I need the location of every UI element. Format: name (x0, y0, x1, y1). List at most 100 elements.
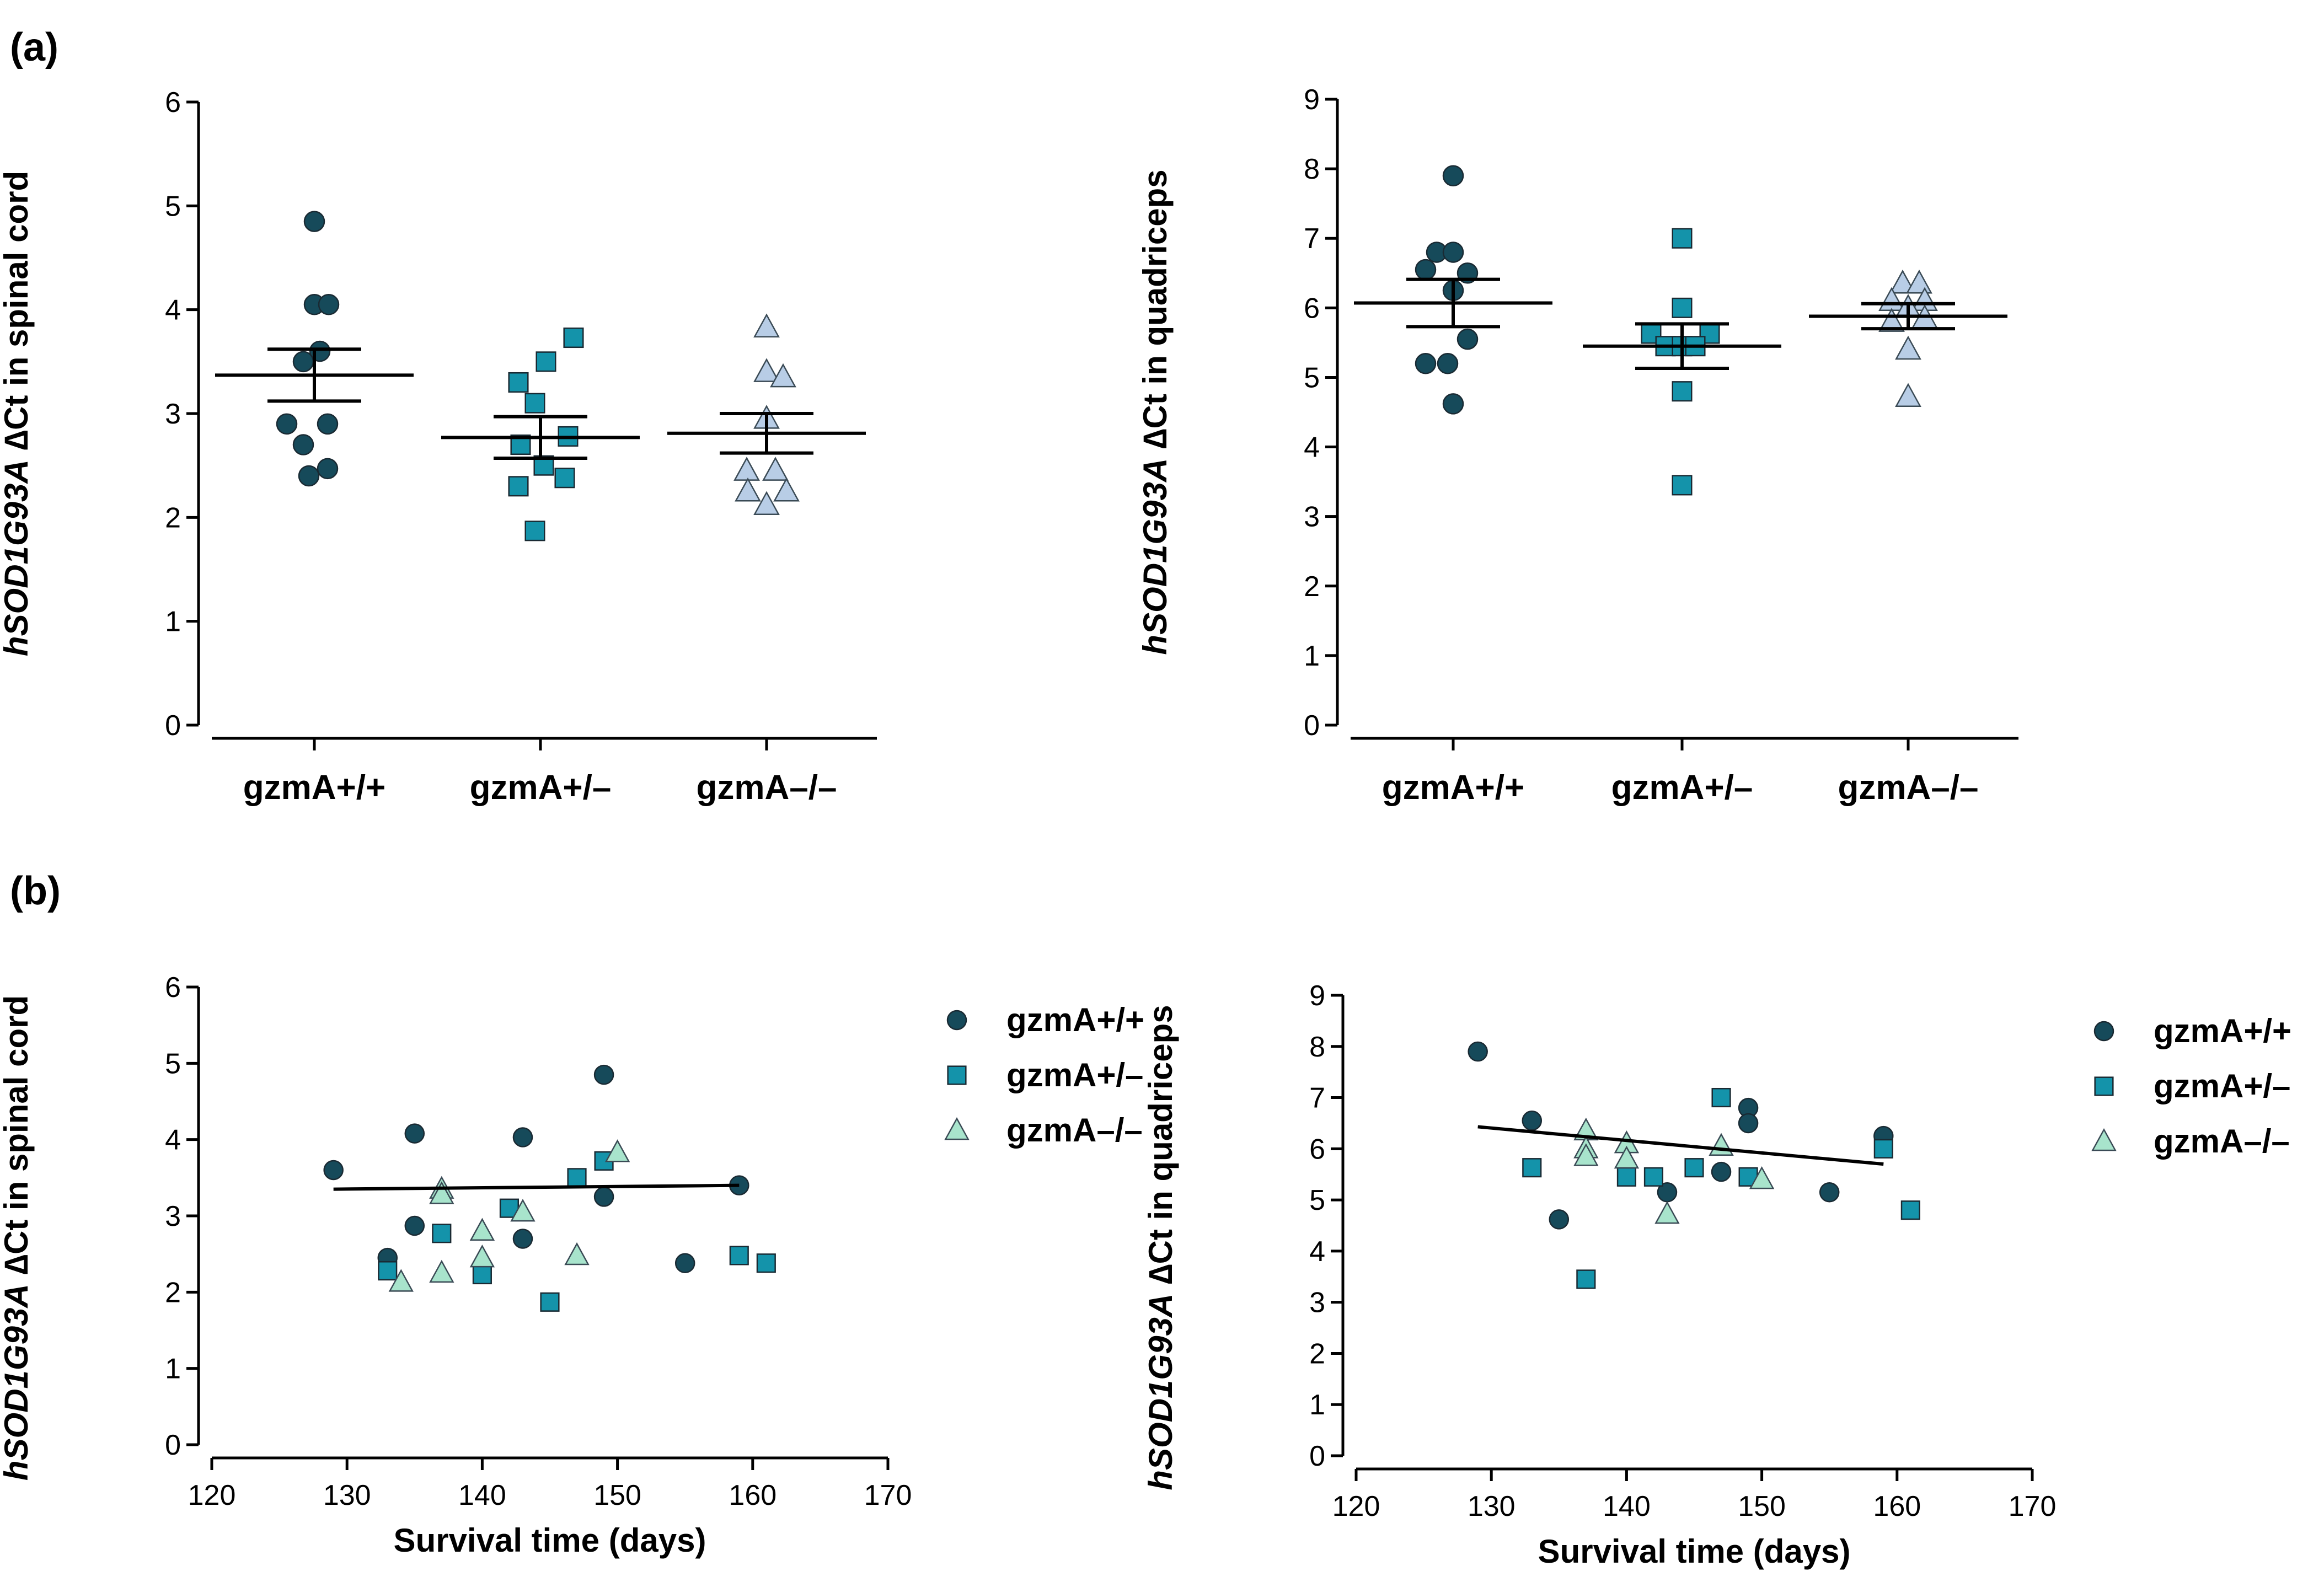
x-tick-label: 140 (1603, 1490, 1651, 1522)
data-point (292, 434, 314, 455)
data-point (1415, 352, 1437, 374)
data-point (773, 477, 800, 502)
y-tick-label: 6 (1304, 292, 1320, 324)
x-tick-label: 170 (864, 1479, 912, 1511)
data-point (1672, 475, 1693, 496)
y-tick-label: 4 (1309, 1236, 1325, 1268)
y-tick-label: 7 (1304, 223, 1320, 255)
data-point (733, 457, 760, 481)
x-category-label: gzmA+/+ (1382, 769, 1524, 807)
y-tick-label: 0 (165, 1429, 181, 1461)
chart-b-quadriceps: 0 1 2 3 4 5 6 7 8 9 120 130 140 150 160 170 Survival tim… (1142, 980, 2291, 1570)
legend-marker (947, 1065, 967, 1085)
data-point (469, 1245, 495, 1268)
y-tick-label: 1 (1309, 1389, 1325, 1421)
data-point (1522, 1158, 1542, 1178)
x-tick-label: 140 (458, 1479, 506, 1511)
y-tick-label: 6 (165, 972, 181, 1004)
x-tick-label: 120 (1332, 1490, 1380, 1522)
y-tick-label: 0 (165, 710, 181, 742)
y-tick-label: 1 (1304, 640, 1320, 672)
data-point (378, 1261, 398, 1281)
x-category-label: gzmA+/– (1611, 769, 1753, 807)
data-point (1437, 352, 1459, 374)
data-point (512, 1127, 533, 1147)
legend-marker (946, 1010, 967, 1031)
x-tick-label: 150 (1738, 1490, 1786, 1522)
data-point (564, 1242, 590, 1265)
data-point (1672, 381, 1693, 402)
data-point (1442, 393, 1464, 415)
x-tick-label: 160 (1873, 1490, 1921, 1522)
data-point (429, 1181, 454, 1204)
data-point (604, 1139, 630, 1162)
data-point (674, 1253, 695, 1274)
data-point (524, 521, 545, 541)
y-tick-label: 2 (1304, 571, 1320, 603)
data-point (770, 363, 796, 388)
legend-marker (2094, 1076, 2114, 1096)
data-point (593, 1064, 614, 1085)
x-category-label: gzmA+/+ (243, 769, 385, 807)
regression-line (333, 1183, 740, 1191)
data-point (510, 1199, 536, 1222)
data-point (1672, 228, 1693, 249)
data-point (1672, 297, 1693, 318)
panel-label-a: (a) (10, 25, 58, 69)
data-point (404, 1215, 425, 1236)
data-point (540, 1292, 560, 1312)
y-tick-label: 4 (165, 294, 181, 326)
data-point (1456, 328, 1479, 350)
x-tick-label: 130 (1468, 1490, 1516, 1522)
y-tick-label: 2 (165, 1277, 181, 1308)
data-point (1614, 1145, 1640, 1169)
data-point (469, 1218, 495, 1241)
y-tick-label: 8 (1304, 153, 1320, 185)
data-point (1468, 1041, 1488, 1062)
data-point (472, 1264, 492, 1285)
y-tick-label: 8 (1309, 1031, 1325, 1063)
data-point (1576, 1269, 1596, 1289)
data-point (762, 457, 789, 481)
legend-label: gzmA+/+ (2154, 1012, 2291, 1049)
data-point (317, 458, 339, 480)
data-point (1711, 1161, 1732, 1182)
regression-line (1477, 1125, 1884, 1166)
data-point (298, 465, 320, 487)
legend-label: gzmA+/– (1006, 1057, 1143, 1093)
y-tick-label: 5 (1309, 1184, 1325, 1216)
data-point (1873, 1139, 1893, 1159)
data-point (735, 477, 761, 502)
y-tick-label: 6 (1309, 1133, 1325, 1165)
data-point (1889, 269, 1916, 294)
data-point (1878, 308, 1905, 332)
y-tick-label: 3 (165, 398, 181, 430)
legend-marker (2091, 1128, 2117, 1151)
y-tick-label: 0 (1309, 1440, 1325, 1472)
data-point (404, 1123, 425, 1144)
y-tick-label: 2 (165, 502, 181, 534)
data-point (388, 1269, 414, 1292)
data-point (1549, 1209, 1570, 1230)
data-point (1654, 1201, 1680, 1224)
data-point (1819, 1182, 1840, 1203)
legend-label: gzmA–/– (2154, 1123, 2290, 1160)
y-axis-title: hSOD1G93A ∆Ct in spinal cord (0, 995, 35, 1481)
legend-marker (944, 1117, 970, 1140)
data-point (1522, 1111, 1543, 1131)
y-tick-label: 4 (1304, 432, 1320, 464)
panel-label-b: (b) (10, 869, 61, 913)
y-tick-label: 3 (165, 1200, 181, 1232)
data-point (1906, 269, 1932, 294)
data-point (1895, 335, 1921, 360)
legend: gzmA+/+ gzmA+/– gzmA–/– (2091, 1012, 2291, 1160)
x-tick-label: 130 (323, 1479, 371, 1511)
data-point (524, 393, 545, 414)
data-point (303, 211, 325, 232)
y-tick-label: 6 (165, 87, 181, 119)
y-axis-title: hSOD1G93A ∆Ct in spinal cord (0, 171, 35, 656)
y-axis-title: hSOD1G93A ∆Ct in quadriceps (1137, 169, 1174, 655)
x-tick-label: 150 (593, 1479, 641, 1511)
x-axis-title: Survival time (days) (1538, 1533, 1851, 1570)
legend-marker (2093, 1021, 2114, 1042)
